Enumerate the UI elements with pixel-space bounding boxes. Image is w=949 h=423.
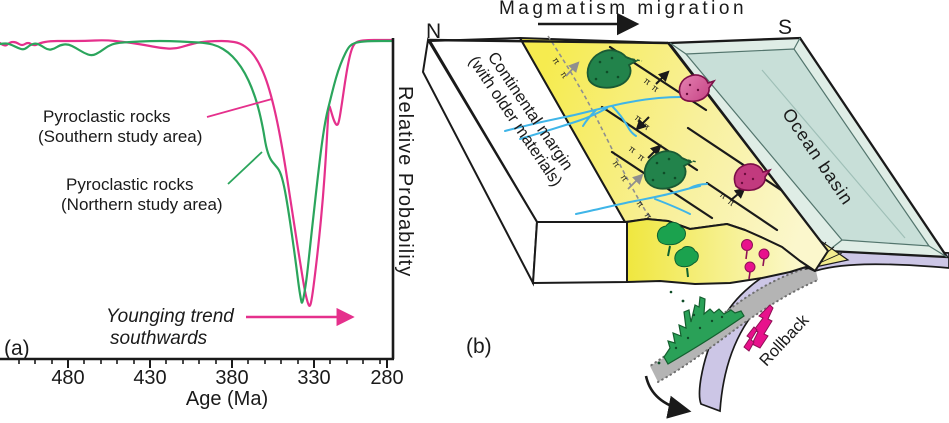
fault-line-5 bbox=[705, 181, 779, 232]
ocean-basin-bevel-edges bbox=[669, 37, 948, 258]
fault-arrow-up-2 bbox=[647, 144, 662, 159]
volcano-green-north-tail bbox=[626, 57, 643, 62]
x-axis-tick-label: 430 bbox=[133, 367, 166, 389]
relict-arc-arrow-lower bbox=[627, 173, 644, 190]
volcano-pink-north-old bbox=[678, 74, 717, 103]
svg-text:π: π bbox=[558, 69, 570, 80]
svg-text:π: π bbox=[610, 158, 622, 169]
svg-text:π: π bbox=[633, 112, 644, 124]
volcano-green-south-young bbox=[643, 150, 693, 190]
panel-b: Rollback Ocean basin bbox=[421, 0, 949, 419]
river-lower-branch bbox=[654, 198, 691, 215]
north-direction-label: N bbox=[426, 20, 441, 43]
x-axis-title: Age (Ma) bbox=[186, 388, 268, 410]
detached-slab-bottom-dotted-edge bbox=[657, 279, 819, 383]
y-axis-title: Relative Probability bbox=[394, 86, 416, 277]
south-direction-label: S bbox=[778, 16, 792, 39]
river-upper-fork-small bbox=[582, 109, 597, 127]
river-lower-main bbox=[575, 185, 701, 215]
front-face-green-pluton-stems bbox=[667, 245, 689, 278]
river-network bbox=[504, 96, 708, 215]
volcano-pink-south-young bbox=[733, 163, 772, 192]
ocean-floor-crease-line bbox=[761, 69, 906, 239]
northern-label-leader-line bbox=[227, 151, 263, 185]
block-top-edge bbox=[427, 38, 669, 45]
curve-southern-study-area bbox=[0, 38, 395, 307]
fault-arrow-down bbox=[635, 116, 650, 131]
northern-series-label-line1: Pyroclastic rocks bbox=[66, 175, 194, 194]
relict-arc-arrow-upper bbox=[565, 61, 580, 77]
block-front-face-white bbox=[531, 221, 628, 285]
panel-a: 480 430 380 330 280 Age (Ma) Relative Probab… bbox=[0, 38, 416, 410]
slab-green-speckles bbox=[657, 290, 724, 365]
rollback-direction-arrow bbox=[644, 375, 692, 419]
svg-text:π: π bbox=[718, 189, 729, 201]
southern-series-label-line1: Pyroclastic rocks bbox=[43, 107, 171, 126]
slab-green-accreted-mass bbox=[663, 296, 745, 365]
front-face-green-plutons bbox=[656, 221, 699, 268]
svg-text:π: π bbox=[550, 55, 562, 66]
fault-slip-arrows bbox=[635, 70, 746, 201]
northern-series-label-line2: (Northern study area) bbox=[61, 195, 223, 214]
fault-arrow-up-1 bbox=[655, 70, 670, 85]
svg-text:π: π bbox=[627, 143, 638, 155]
panel-a-label: (a) bbox=[4, 337, 30, 360]
x-axis-tick-label: 330 bbox=[297, 367, 330, 389]
svg-text:π: π bbox=[642, 210, 654, 221]
x-axis-ticks: 480 430 380 330 280 bbox=[18, 359, 404, 389]
volcano-green-speckles bbox=[594, 56, 677, 182]
x-axis-tick-label: 280 bbox=[370, 367, 403, 389]
svg-text:π: π bbox=[634, 198, 646, 209]
svg-text:π: π bbox=[636, 151, 647, 163]
front-face-pink-pluton-stems bbox=[745, 250, 765, 280]
younging-trend-annotation-line1: Younging trend bbox=[106, 306, 235, 327]
river-lower-fork-small bbox=[689, 183, 708, 189]
slab-pink-melt-flame-small bbox=[743, 326, 758, 352]
river-upper-fork-down bbox=[611, 105, 637, 137]
relict-arc-dashed-line bbox=[547, 35, 651, 219]
front-face-pink-plutons bbox=[741, 239, 770, 273]
detached-slab-top-dotted-edge bbox=[649, 265, 816, 367]
volcano-pink-speckles bbox=[685, 83, 755, 185]
panel-b-label: (b) bbox=[466, 335, 492, 358]
svg-text:π: π bbox=[650, 82, 661, 94]
x-axis-tick-label: 480 bbox=[51, 367, 84, 389]
curve-northern-study-area bbox=[0, 39, 395, 304]
southern-label-leader-line bbox=[206, 98, 273, 118]
detached-slab bbox=[650, 266, 818, 382]
relict-arc-fault-tick-symbols: π π π π π π bbox=[550, 55, 654, 221]
svg-text:π: π bbox=[642, 75, 653, 87]
svg-text:π: π bbox=[726, 196, 737, 208]
svg-text:π: π bbox=[618, 172, 630, 183]
southern-series-label-line2: (Southern study area) bbox=[38, 127, 202, 146]
magmatism-migration-label: Magmatism migration bbox=[499, 0, 747, 19]
volcano-green-north-old bbox=[586, 49, 639, 89]
river-upper-branch bbox=[519, 107, 608, 140]
younging-trend-annotation-line2: southwards bbox=[110, 328, 208, 349]
fault-arrow-up-3 bbox=[730, 187, 746, 201]
volcano-green-south-tail bbox=[682, 158, 698, 163]
x-axis-tick-label: 380 bbox=[215, 367, 248, 389]
